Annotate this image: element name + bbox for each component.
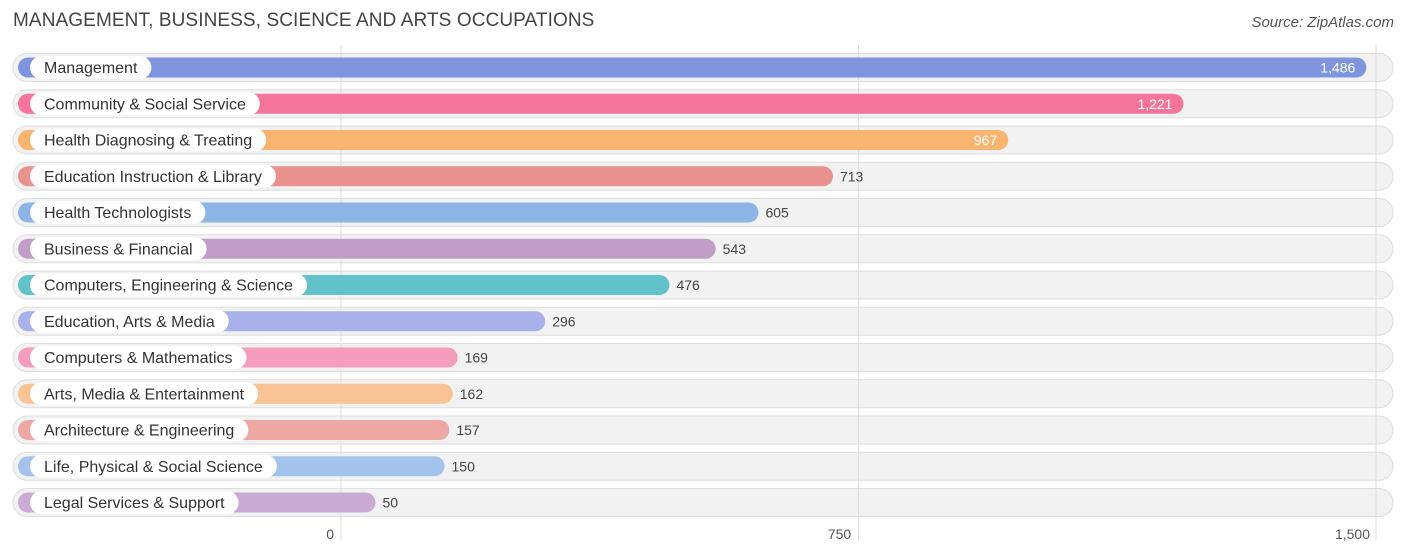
value-label: 150 — [452, 458, 476, 474]
category-label: Computers & Mathematics — [44, 350, 233, 367]
chart-title: MANAGEMENT, BUSINESS, SCIENCE AND ARTS O… — [13, 10, 595, 31]
x-tick-label: 1,500 — [1335, 526, 1370, 542]
category-label-pill — [30, 382, 259, 406]
category-label-pill — [30, 56, 152, 79]
x-tick-label: 0 — [326, 526, 334, 542]
source-attribution: Source: ZipAtlas.com — [1251, 14, 1394, 31]
x-tick-label: 750 — [828, 526, 852, 542]
x-axis-ticks: 0 750 1,500 — [326, 526, 1370, 542]
category-label: Computers, Engineering & Science — [44, 278, 293, 295]
value-label: 50 — [383, 495, 399, 511]
category-label-pill — [30, 309, 229, 333]
category-label-pill — [30, 164, 276, 188]
value-label: 476 — [676, 277, 700, 293]
category-label: Health Diagnosing & Treating — [44, 133, 252, 150]
category-label: Health Technologists — [44, 205, 191, 222]
category-label: Community & Social Service — [44, 96, 246, 113]
value-label: 157 — [456, 422, 480, 438]
category-label-pill — [30, 346, 247, 369]
value-label: 713 — [840, 168, 864, 184]
category-label: Management — [44, 60, 138, 77]
category-label-pill — [30, 418, 249, 442]
category-label: Arts, Media & Entertainment — [44, 386, 245, 403]
value-label: 162 — [460, 386, 484, 402]
category-label-pill — [30, 491, 239, 514]
bar — [18, 130, 1009, 150]
bars: Management 1,486 Community & Social Servic… — [18, 56, 1367, 514]
category-label: Education, Arts & Media — [44, 314, 215, 331]
category-label-pill — [30, 454, 277, 478]
category-label: Life, Physical & Social Science — [44, 459, 263, 476]
value-label: 1,221 — [1137, 96, 1172, 112]
category-label: Business & Financial — [44, 241, 193, 258]
value-label: 967 — [974, 132, 998, 148]
value-label: 605 — [765, 205, 789, 221]
category-label-pill — [30, 201, 206, 224]
bar — [18, 57, 1367, 78]
category-label: Education Instruction & Library — [44, 169, 262, 186]
category-label-pill — [30, 273, 308, 297]
bar — [18, 93, 1184, 114]
category-label-pill — [30, 128, 267, 152]
category-label-pill — [30, 237, 207, 261]
category-label-pill — [30, 92, 260, 116]
value-label: 296 — [552, 313, 576, 329]
value-label: 169 — [465, 350, 489, 366]
value-label: 1,486 — [1320, 60, 1355, 76]
category-label: Legal Services & Support — [44, 495, 225, 512]
value-label: 543 — [723, 241, 747, 257]
category-label: Architecture & Engineering — [44, 423, 234, 440]
